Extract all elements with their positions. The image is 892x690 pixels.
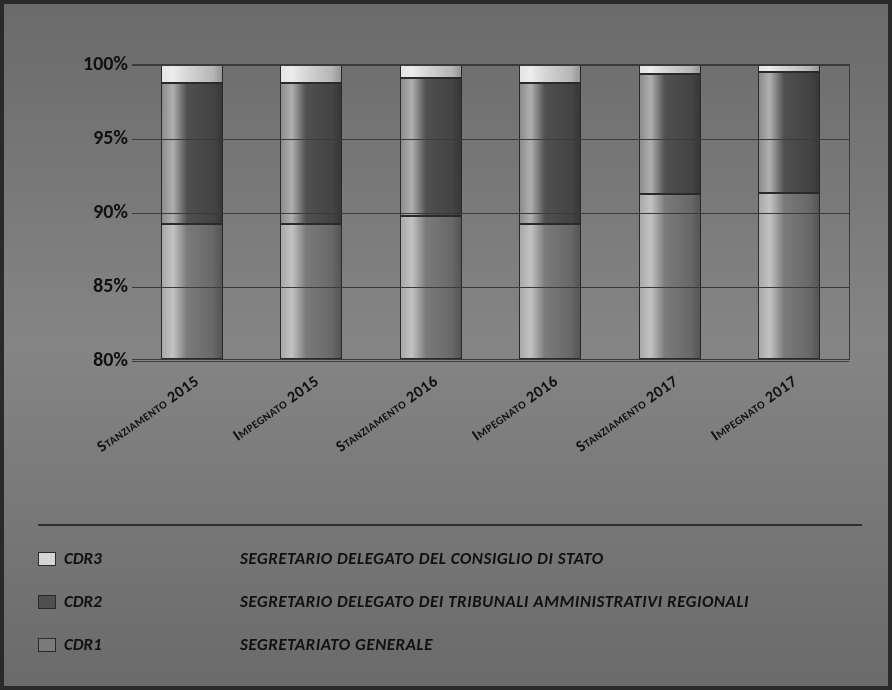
legend-code: CDR2 — [64, 591, 240, 612]
x-tick-label: Stanziamento 2015 — [93, 372, 202, 457]
legend: CDR3SEGRETARIO DELEGATO DEL CONSIGLIO DI… — [38, 524, 862, 677]
bar-slot — [610, 65, 730, 359]
bar-segment-cdr3 — [400, 65, 462, 78]
x-label-slot: Stanziamento 2017 — [611, 366, 731, 516]
gridline — [132, 139, 849, 140]
y-tick-label: 100% — [83, 52, 128, 76]
bar-container — [132, 65, 849, 359]
gridline — [132, 65, 849, 66]
bar-segment-cdr3 — [280, 65, 342, 83]
legend-code: CDR1 — [64, 634, 240, 655]
bar-slot — [371, 65, 491, 359]
y-tick-label: 95% — [93, 126, 128, 150]
bar-segment-cdr2 — [280, 83, 342, 224]
bar-segment-cdr2 — [758, 72, 820, 193]
x-label-slot: Stanziamento 2016 — [371, 366, 491, 516]
bar-slot — [252, 65, 372, 359]
x-label-slot: Impegnato 2017 — [730, 366, 850, 516]
legend-swatch — [38, 638, 56, 652]
bar-segment-cdr3 — [758, 65, 820, 72]
bar-slot — [132, 65, 252, 359]
gridline — [132, 287, 849, 288]
legend-desc: SEGRETARIATO GENERALE — [240, 634, 433, 655]
bar-segment-cdr1 — [519, 224, 581, 359]
bar-slot — [730, 65, 850, 359]
legend-row-cdr2: CDR2SEGRETARIO DELEGATO DEI TRIBUNALI AM… — [38, 591, 862, 612]
bar — [639, 65, 701, 359]
legend-row-cdr3: CDR3SEGRETARIO DELEGATO DEL CONSIGLIO DI… — [38, 548, 862, 569]
bar-segment-cdr3 — [161, 65, 223, 83]
legend-desc: SEGRETARIO DELEGATO DEI TRIBUNALI AMMINI… — [240, 591, 749, 612]
bar — [280, 65, 342, 359]
gridline — [132, 213, 849, 214]
y-tick-label: 85% — [93, 274, 128, 298]
bar — [519, 65, 581, 359]
legend-row-cdr1: CDR1SEGRETARIATO GENERALE — [38, 634, 862, 655]
bar — [161, 65, 223, 359]
x-axis: Stanziamento 2015Impegnato 2015Stanziame… — [132, 366, 850, 516]
plot-region — [132, 64, 850, 360]
bar-segment-cdr2 — [519, 83, 581, 224]
bar-segment-cdr1 — [280, 224, 342, 359]
bar-slot — [491, 65, 611, 359]
bar-segment-cdr1 — [639, 194, 701, 359]
bar-segment-cdr2 — [400, 78, 462, 216]
legend-code: CDR3 — [64, 548, 240, 569]
bar-segment-cdr1 — [758, 193, 820, 359]
legend-swatch — [38, 595, 56, 609]
bar — [758, 65, 820, 359]
legend-swatch — [38, 552, 56, 566]
gridline — [132, 361, 849, 362]
x-label-slot: Stanziamento 2015 — [132, 366, 252, 516]
bar-segment-cdr2 — [639, 74, 701, 195]
y-tick-label: 90% — [93, 200, 128, 224]
y-tick-label: 80% — [93, 348, 128, 372]
bar — [400, 65, 462, 359]
bar-segment-cdr2 — [161, 83, 223, 224]
chart-area: 80%85%90%95%100% Stanziamento 2015Impegn… — [52, 28, 856, 494]
bar-segment-cdr1 — [161, 224, 223, 359]
bar-segment-cdr3 — [639, 65, 701, 74]
bar-segment-cdr3 — [519, 65, 581, 83]
legend-desc: SEGRETARIO DELEGATO DEL CONSIGLIO DI STA… — [240, 548, 604, 569]
